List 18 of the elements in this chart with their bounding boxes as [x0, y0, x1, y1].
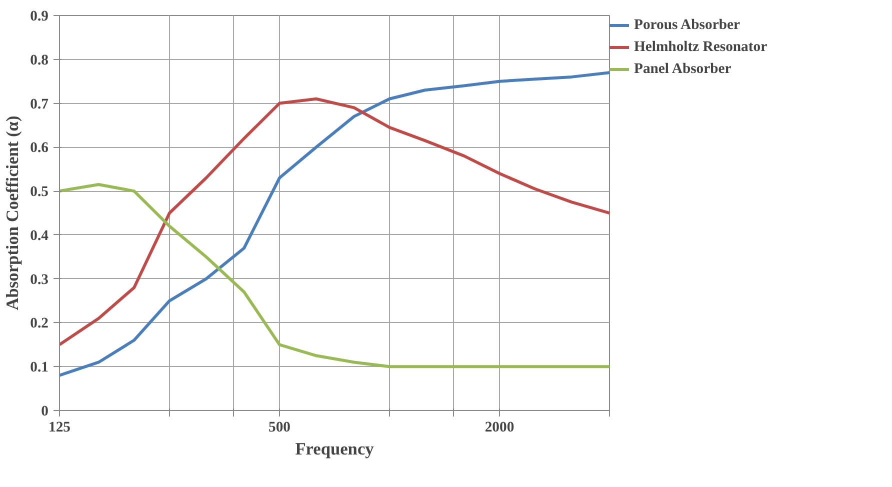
- y-tick-label: 0.2: [30, 316, 49, 332]
- y-tick-label: 0.5: [30, 184, 49, 200]
- x-axis-title: Frequency: [295, 440, 374, 458]
- y-tick-label: 0.8: [30, 52, 49, 68]
- legend-label: Porous Absorber: [634, 16, 740, 34]
- y-tick-label: 0.6: [30, 140, 49, 156]
- legend-label: Helmholtz Resonator: [634, 38, 768, 56]
- y-tick-label: 0: [41, 404, 48, 420]
- y-tick-label: 0.7: [30, 96, 49, 112]
- legend-label: Panel Absorber: [634, 60, 732, 78]
- x-tick-label: 125: [48, 420, 70, 436]
- y-tick-label: 0.1: [30, 360, 49, 376]
- x-tick-label: 2000: [484, 420, 514, 436]
- y-axis-title: Absorption Coefficient (α): [3, 116, 22, 310]
- y-tick-label: 0.4: [30, 228, 50, 244]
- x-tick-label: 500: [268, 420, 290, 436]
- y-tick-label: 0.9: [30, 8, 49, 24]
- y-tick-label: 0.3: [30, 272, 49, 288]
